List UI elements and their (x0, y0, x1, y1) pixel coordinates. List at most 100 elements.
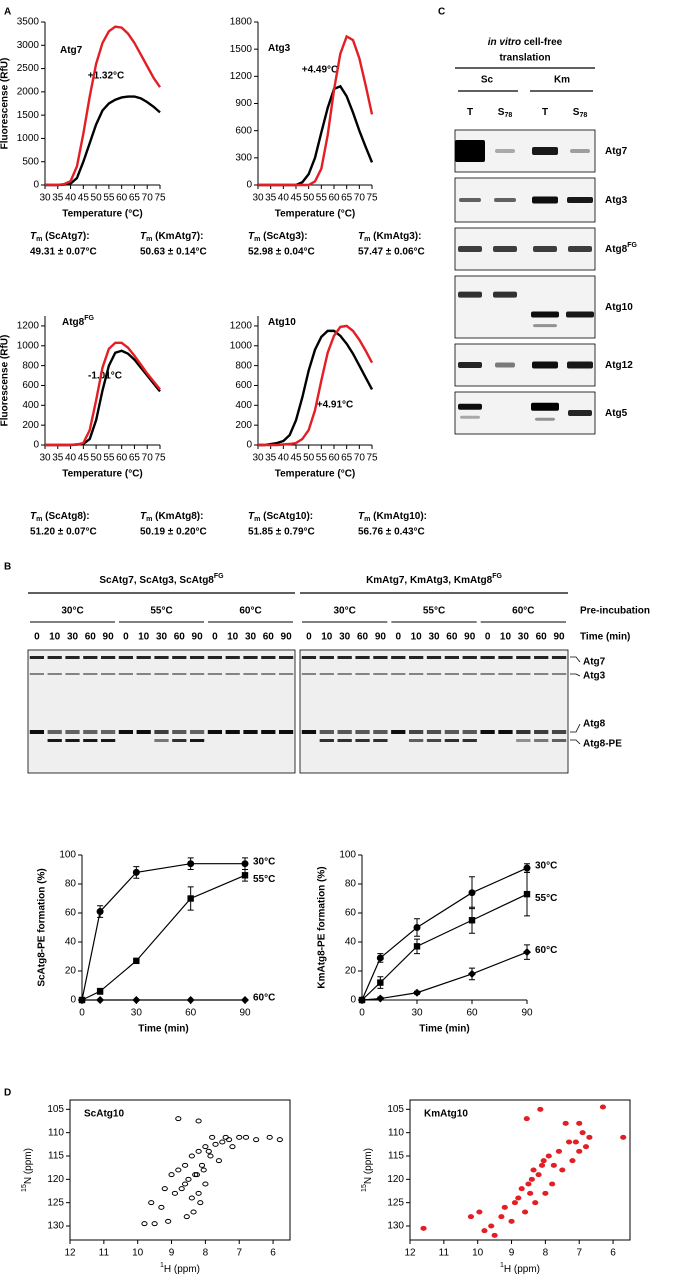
tm-value: 50.19 ± 0.20°C (140, 527, 207, 538)
tm-value: 50.63 ± 0.14°C (140, 247, 207, 258)
marker (468, 917, 476, 924)
band (426, 656, 442, 659)
text-part: m (364, 236, 370, 243)
band (391, 730, 406, 734)
temperature-label: 55°C (423, 606, 445, 617)
y-tick-label: 1200 (230, 321, 253, 332)
band (426, 673, 442, 675)
band (301, 673, 317, 675)
x-tick-label: 50 (91, 453, 103, 464)
series-line (81, 863, 245, 1001)
band (83, 656, 98, 659)
y-tick-label: 0 (350, 995, 356, 1006)
y-tick-label: 1000 (17, 340, 40, 351)
y-tick-label: 60 (345, 908, 357, 919)
x-tick-label: 65 (129, 453, 141, 464)
series-line (258, 329, 374, 447)
peak (222, 1134, 229, 1140)
y-tick-label: 110 (48, 1127, 64, 1138)
x-tick-label: 35 (52, 453, 64, 464)
chart-title: KmAtg10 (424, 1109, 468, 1120)
text-part: (ScAtg10): (260, 511, 313, 522)
band (534, 739, 549, 742)
y-axis-label: 15N (ppm) (21, 1148, 33, 1192)
band (301, 730, 317, 734)
x-tick-label: 7 (576, 1248, 582, 1259)
series-label: 30°C (253, 856, 275, 867)
text-part: (ScAtg8): (42, 511, 89, 522)
x-tick-label: 60 (116, 193, 128, 204)
band (319, 739, 334, 742)
peak (148, 1200, 155, 1206)
marker (523, 890, 531, 898)
band (189, 730, 205, 734)
y-tick-label: 20 (65, 966, 77, 977)
y-tick-label: 130 (387, 1221, 404, 1232)
y-tick-label: 110 (388, 1127, 404, 1138)
marker (96, 988, 104, 995)
y-tick-label: 100 (59, 850, 76, 861)
band (551, 656, 567, 659)
y-tick-label: 300 (235, 152, 252, 163)
panel-letter: C (438, 7, 445, 18)
marker (132, 996, 141, 1004)
band (261, 673, 276, 675)
band (531, 311, 559, 318)
peak (549, 1181, 556, 1187)
peak (582, 1144, 590, 1150)
band (100, 673, 116, 675)
band (243, 730, 258, 734)
band (408, 673, 424, 675)
x-tick-label: 75 (366, 453, 378, 464)
peak (198, 1162, 206, 1168)
band (337, 739, 352, 742)
band (516, 656, 531, 659)
chart-title: Atg7 (60, 45, 83, 56)
time-label: 90 (554, 632, 566, 643)
y-tick-label: 1500 (230, 44, 253, 55)
text-part: S (498, 107, 505, 118)
x-tick-label: 30 (131, 1008, 143, 1019)
band (458, 246, 482, 252)
band (535, 417, 555, 421)
y-tick-label: 600 (22, 380, 39, 391)
text-part: FG (492, 573, 502, 580)
band (551, 739, 567, 742)
band (459, 198, 481, 202)
band (373, 656, 388, 659)
y-tick-label: 60 (65, 908, 77, 919)
preincubation-label: Pre-incubation (580, 606, 650, 617)
y-axis-label: ScAtg8-PE formation (%) (37, 868, 48, 986)
band (337, 730, 352, 734)
band (207, 730, 223, 734)
text-part: m (146, 236, 152, 243)
marker (241, 860, 249, 868)
band (498, 656, 513, 659)
y-tick-label: 105 (387, 1104, 404, 1115)
text-part: m (146, 516, 152, 523)
band (83, 739, 98, 742)
band (534, 656, 549, 659)
x-tick-label: 55 (103, 453, 115, 464)
series-line (45, 341, 161, 447)
plot-frame (69, 1099, 291, 1241)
y-tick-label: 0 (33, 440, 39, 451)
y-tick-label: 2500 (17, 63, 40, 74)
row-label: Atg12 (605, 360, 633, 371)
band (532, 361, 558, 369)
x-axis-label: Temperature (°C) (62, 469, 143, 480)
band (408, 739, 424, 742)
band (172, 656, 187, 659)
y-axis-label: KmAtg8-PE formation (%) (317, 866, 328, 988)
peak (542, 1190, 549, 1196)
band (551, 730, 567, 734)
peak (175, 1167, 182, 1173)
text-part: Atg3 (268, 43, 291, 54)
band-pointer (570, 656, 581, 663)
x-axis-label: 1H (ppm) (500, 1262, 540, 1274)
peak (193, 1172, 201, 1178)
tm-value: 51.20 ± 0.07°C (30, 527, 97, 538)
text-part: (KmAtg10): (370, 511, 427, 522)
x-tick-label: 55 (103, 193, 115, 204)
peak (178, 1186, 185, 1192)
